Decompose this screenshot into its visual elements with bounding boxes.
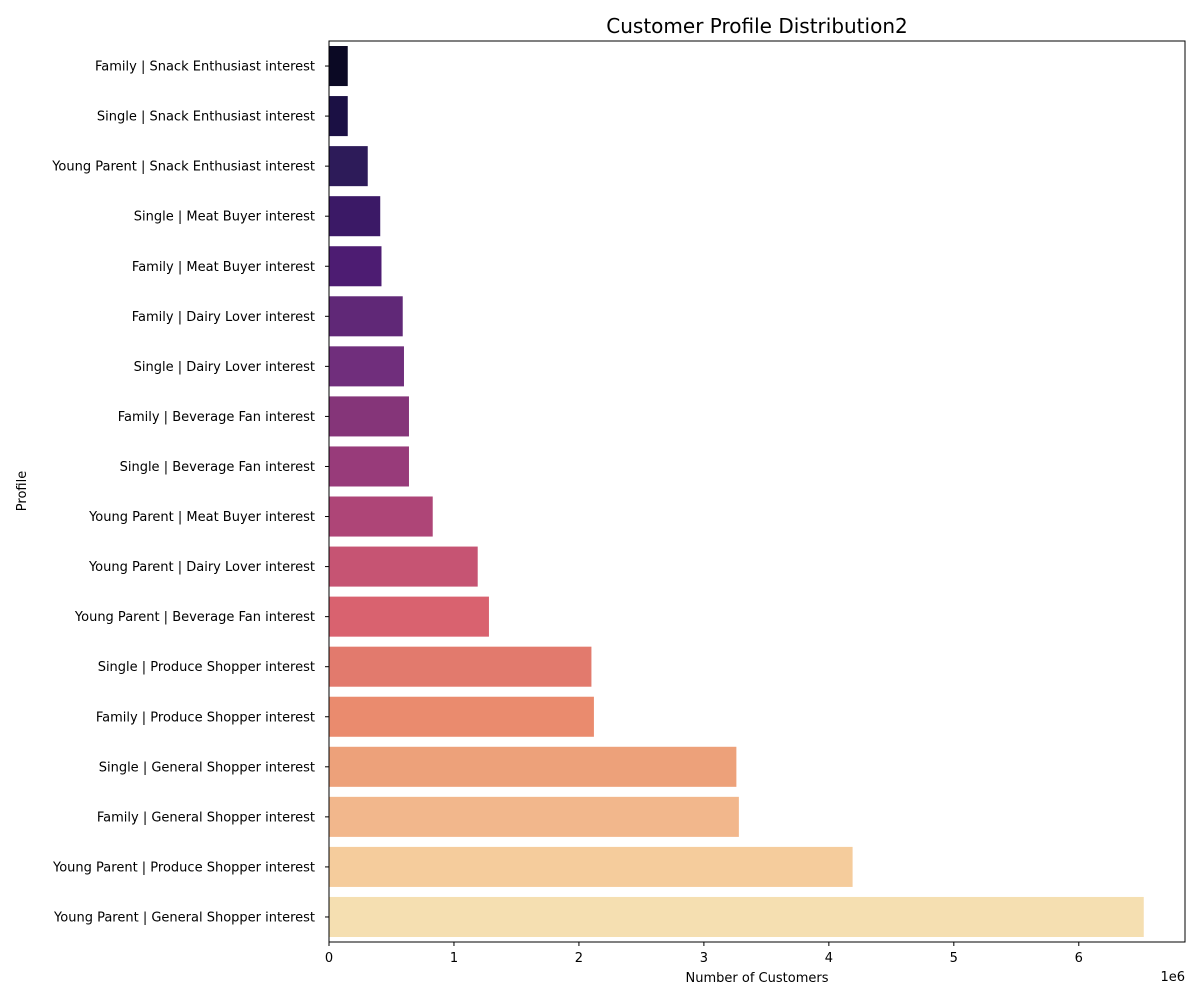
bars-group <box>329 46 1144 937</box>
bar-9 <box>329 496 433 537</box>
bar-5 <box>329 296 403 337</box>
bar-11 <box>329 596 489 637</box>
y-tick-label: Family | Meat Buyer interest <box>132 260 315 275</box>
bar-6 <box>329 346 404 387</box>
y-tick-label: Single | Dairy Lover interest <box>134 360 315 375</box>
x-ticks: 0 1 2 3 4 5 6 <box>325 942 1083 966</box>
y-tick-label: Family | Beverage Fan interest <box>118 410 315 425</box>
y-tick-label: Young Parent | Meat Buyer interest <box>88 510 315 525</box>
x-tick-label: 0 <box>325 951 333 966</box>
y-axis-label: Profile <box>15 471 30 511</box>
y-tick-label: Family | Dairy Lover interest <box>132 310 315 325</box>
bar-16 <box>329 846 853 887</box>
y-tick-label: Single | Beverage Fan interest <box>120 460 315 475</box>
bar-2 <box>329 146 368 187</box>
x-tick-label: 5 <box>950 951 958 966</box>
chart-title: Customer Profile Distribution2 <box>606 14 907 38</box>
y-tick-label: Young Parent | Produce Shopper interest <box>52 860 315 875</box>
y-tick-label: Family | General Shopper interest <box>97 810 315 825</box>
bar-3 <box>329 196 381 237</box>
y-tick-label: Family | Produce Shopper interest <box>96 710 315 725</box>
bar-10 <box>329 546 478 587</box>
bar-8 <box>329 446 409 487</box>
x-tick-label: 4 <box>825 951 833 966</box>
y-tick-label: Single | Meat Buyer interest <box>134 210 315 225</box>
y-tick-labels: Family | Snack Enthusiast interest Single… <box>51 60 329 925</box>
bar-17 <box>329 896 1144 937</box>
bar-14 <box>329 746 737 787</box>
bar-13 <box>329 696 594 737</box>
bar-4 <box>329 246 382 287</box>
bar-12 <box>329 646 592 687</box>
x-tick-label: 1 <box>450 951 458 966</box>
x-tick-label: 6 <box>1075 951 1083 966</box>
y-tick-label: Young Parent | General Shopper interest <box>53 910 315 925</box>
x-tick-label: 3 <box>700 951 708 966</box>
y-tick-label: Family | Snack Enthusiast interest <box>95 60 315 75</box>
x-axis-label: Number of Customers <box>686 971 829 986</box>
plot-frame <box>328 40 1186 943</box>
bar-7 <box>329 396 409 437</box>
y-tick-label: Single | Snack Enthusiast interest <box>97 110 315 125</box>
x-axis-offset-label: 1e6 <box>1160 970 1185 985</box>
bar-1 <box>329 96 348 137</box>
y-tick-label: Young Parent | Dairy Lover interest <box>88 560 315 575</box>
y-tick-label: Young Parent | Snack Enthusiast interest <box>51 160 315 175</box>
y-tick-label: Young Parent | Beverage Fan interest <box>74 610 315 625</box>
y-tick-label: Single | Produce Shopper interest <box>98 660 315 675</box>
bar-15 <box>329 796 739 837</box>
x-tick-label: 2 <box>575 951 583 966</box>
y-tick-label: Single | General Shopper interest <box>99 760 315 775</box>
bar-0 <box>329 46 348 87</box>
